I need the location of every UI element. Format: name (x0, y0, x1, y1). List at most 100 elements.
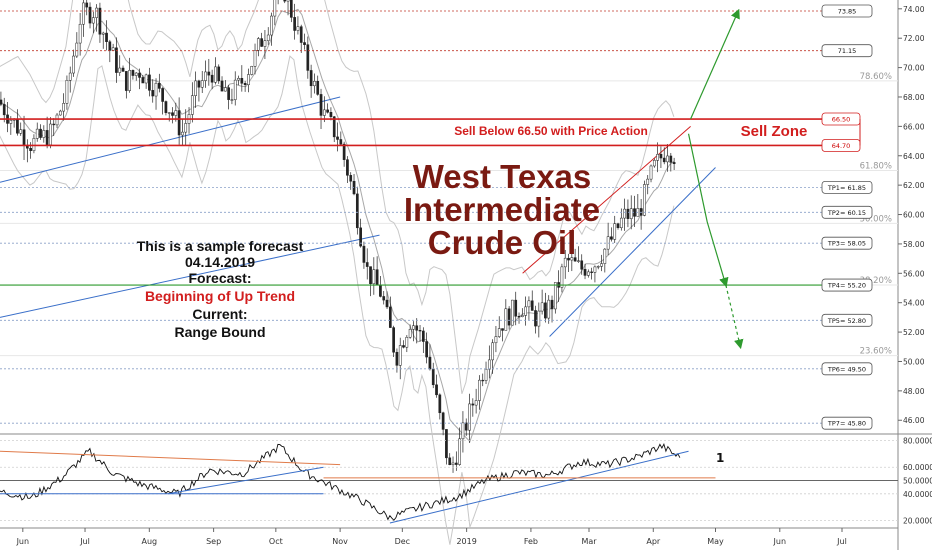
candle-body (560, 266, 564, 288)
candle-body (540, 302, 544, 312)
candle-body (32, 138, 36, 151)
candle-body (428, 356, 432, 370)
candle-body (131, 70, 135, 76)
forecast-continuation-arrow (725, 284, 744, 350)
candle-body (332, 116, 336, 138)
candle-body (448, 457, 452, 466)
trendline-channel-bottom (549, 167, 716, 337)
candle-body (517, 315, 521, 318)
candle-body (9, 120, 13, 124)
candle-body (115, 47, 118, 73)
level-label: 73.85 (838, 8, 857, 16)
candle-body (511, 299, 514, 326)
candle-body (237, 78, 240, 81)
candle-body (544, 302, 547, 319)
candle-body (105, 32, 108, 42)
candle-body (626, 208, 630, 219)
trendline-channel-top (522, 125, 691, 274)
x-month-label: Mar (581, 537, 597, 546)
candle-body (550, 299, 554, 310)
candle-body (563, 257, 567, 268)
candle-body (157, 82, 161, 89)
osc-tick-label: 80.0000 (903, 437, 932, 446)
level-label: TP5= 52.80 (827, 317, 866, 325)
candle-body (35, 128, 39, 139)
osc-trend-up-1 (167, 466, 324, 495)
candle-body (481, 379, 485, 382)
candle-body (2, 104, 6, 116)
osc-trend-down (0, 450, 341, 466)
candle-body (68, 72, 72, 81)
candle-body (623, 208, 626, 219)
candle-body (296, 26, 300, 31)
candle-body (190, 95, 194, 115)
candle-body (570, 257, 574, 261)
level-label-box (821, 362, 873, 376)
y-tick-label: 62.00 (903, 181, 925, 190)
candle-body (385, 299, 389, 308)
trendline-long-support (0, 234, 380, 318)
candle-body (151, 90, 155, 97)
candle-body (451, 462, 455, 466)
level-label: TP3= 58.05 (827, 240, 866, 248)
candle-body (88, 6, 92, 24)
candle-body (478, 379, 481, 401)
candle-body (382, 296, 386, 301)
candle-body (322, 109, 326, 116)
candle-body (22, 129, 26, 147)
candle-body (233, 79, 237, 100)
candle-body (101, 32, 105, 35)
candle-body (487, 359, 491, 370)
osc-tick-label: 60.0000 (903, 463, 932, 472)
candle-body (431, 368, 435, 386)
candle-body (214, 66, 217, 83)
candle-body (494, 336, 498, 344)
candle-body (379, 284, 382, 297)
candle-body (286, 0, 290, 2)
candle-body (29, 147, 32, 151)
candle-body (303, 42, 306, 45)
candle-body (326, 109, 329, 113)
candle-body (580, 260, 584, 270)
candle-body (474, 400, 478, 406)
y-tick-label: 68.00 (903, 93, 925, 102)
candle-body (365, 262, 369, 267)
candle-body (395, 351, 399, 366)
candle-body (425, 341, 428, 358)
candle-body (613, 223, 617, 240)
candle-body (392, 327, 395, 353)
candle-body (256, 38, 260, 51)
candle-body (355, 193, 359, 229)
candle-body (174, 110, 178, 116)
candle-body (629, 208, 633, 219)
candle-body (524, 306, 527, 316)
level-label-box (821, 236, 873, 250)
candle-body (260, 38, 263, 47)
candle-body (250, 66, 254, 75)
forecast-down-arrow (687, 133, 729, 288)
x-month-label: Apr (646, 537, 661, 546)
candle-body (435, 384, 438, 396)
y-tick-label: 64.00 (903, 152, 925, 161)
level-label: TP4= 55.20 (827, 282, 866, 290)
candle-body (375, 269, 379, 286)
candle-body (167, 112, 171, 114)
candle-body (204, 71, 207, 81)
oscillator-line (0, 442, 681, 521)
candle-body (372, 269, 376, 285)
candle-body (75, 42, 79, 57)
candle-body (138, 72, 141, 78)
candle-body (573, 257, 577, 262)
candle-body (497, 328, 501, 337)
candle-body (603, 248, 607, 264)
candle-body (39, 128, 42, 138)
candle-body (527, 300, 531, 308)
candle-body (181, 131, 184, 136)
candle-body (639, 208, 643, 216)
level-label: 64.70 (832, 142, 851, 150)
candle-body (458, 438, 461, 465)
candle-body (596, 266, 600, 268)
candle-body (65, 80, 69, 104)
